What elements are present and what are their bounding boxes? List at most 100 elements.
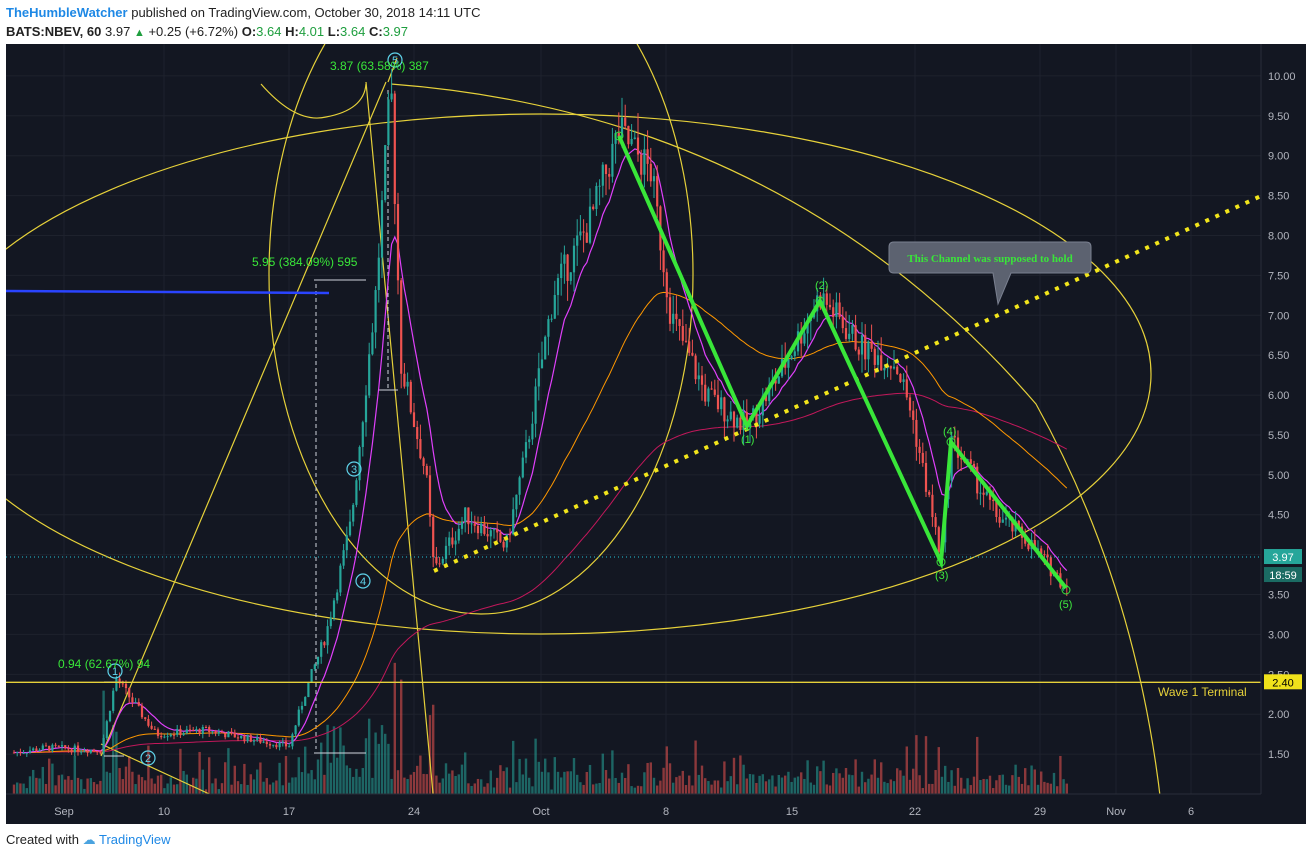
price-chart[interactable]: (1) (2) (3) (4) (5) 1 2 3 4 5 3.87 (63.5… <box>6 44 1306 824</box>
volume-bar <box>185 774 188 794</box>
wave-point-1 <box>742 421 752 431</box>
candle-body <box>867 341 870 360</box>
candle-body <box>860 335 864 355</box>
volume-bar <box>1065 783 1068 794</box>
volume-bar <box>867 778 870 794</box>
price-tick-label: 3.50 <box>1268 590 1289 602</box>
tradingview-logo-icon: ☁ <box>82 832 96 847</box>
blue-resistance-line[interactable] <box>6 289 330 295</box>
impulse-circle-2 <box>140 750 156 766</box>
candle-body <box>153 728 156 730</box>
candle-body <box>451 537 454 545</box>
author-name[interactable]: TheHumbleWatcher <box>6 5 128 20</box>
high-value: 4.01 <box>298 24 325 39</box>
candle-body <box>889 365 892 369</box>
price-axis[interactable] <box>1261 44 1306 794</box>
volume-bar <box>556 771 560 794</box>
volume-bar <box>412 772 416 794</box>
volume-bar <box>889 779 892 794</box>
volume-bar <box>486 783 489 794</box>
open-label: O: <box>241 24 257 39</box>
candle-body <box>361 422 364 447</box>
volume-bar <box>838 773 841 794</box>
volume-bar <box>988 775 992 794</box>
candle-body <box>16 751 19 753</box>
candle-body <box>841 317 844 329</box>
candle-body <box>208 727 211 732</box>
price-tick-label: 5.50 <box>1268 430 1289 442</box>
candle-body <box>745 412 748 428</box>
candle-body <box>1001 519 1004 523</box>
plot-area[interactable] <box>6 44 1261 794</box>
price-tick-label: 2.00 <box>1268 709 1289 721</box>
tradingview-link[interactable]: TradingView <box>99 832 171 847</box>
volume-bar <box>457 774 460 794</box>
candle-body <box>934 517 937 528</box>
candle-body <box>563 254 566 264</box>
candle-body <box>915 419 918 447</box>
volume-bar <box>806 760 809 794</box>
candle-body <box>310 669 313 682</box>
volume-bar <box>784 775 787 794</box>
volume-bar <box>566 771 569 794</box>
volume-bar <box>214 778 217 794</box>
candle-body <box>147 718 150 726</box>
volume-bar <box>220 783 224 794</box>
volume-bar <box>947 781 950 794</box>
volume-bar <box>752 774 755 794</box>
candle-body <box>518 477 521 495</box>
volume-bar <box>121 779 124 794</box>
candle-body <box>316 656 320 665</box>
volume-bar <box>1004 784 1008 794</box>
created-with-text: Created with <box>6 832 79 847</box>
candle-body <box>582 231 585 233</box>
candle-body <box>1046 554 1049 558</box>
candle-body <box>400 280 403 374</box>
volume-bar <box>880 762 883 794</box>
elliott-wave-lines[interactable] <box>617 135 1068 590</box>
price-tick-label: 6.50 <box>1268 350 1289 362</box>
volume-bar <box>1052 772 1056 794</box>
candle-body <box>764 395 768 402</box>
candle-body <box>726 419 729 422</box>
candle-body <box>672 313 675 324</box>
time-axis[interactable] <box>6 794 1306 824</box>
volume-bar <box>108 772 112 794</box>
candle-body <box>691 352 694 356</box>
candle-body <box>995 501 998 517</box>
candle-body <box>553 295 556 319</box>
candle-body <box>992 499 995 502</box>
candle-body <box>246 735 249 742</box>
volume-bar <box>246 784 249 794</box>
wave-point-4 <box>946 437 956 447</box>
impulse-label-4: 4 <box>360 576 366 588</box>
price-tick-label: 9.50 <box>1268 111 1289 123</box>
volume-bar <box>470 785 473 794</box>
volume-bar <box>876 777 880 794</box>
channel-line[interactable] <box>433 194 1262 573</box>
up-triangle-icon: ▲ <box>133 27 145 39</box>
volume-bar <box>492 787 496 794</box>
candle-body <box>464 507 467 522</box>
candle-body <box>758 415 761 424</box>
candle-body <box>870 341 873 349</box>
candle-body <box>905 379 908 398</box>
candle-body <box>70 749 73 753</box>
volume-bar <box>268 784 272 794</box>
volume-bar <box>1033 769 1036 794</box>
volume-bar <box>128 756 131 794</box>
volume-bar <box>704 778 707 794</box>
candle-body <box>384 145 387 201</box>
volume-bar <box>262 781 265 794</box>
fib-trend-line-tip <box>387 57 398 83</box>
callout[interactable]: This Channel was supposed to hold <box>888 241 1092 306</box>
candle-body <box>476 525 480 534</box>
volume-bar <box>502 771 505 794</box>
symbol-label[interactable]: BATS:NBEV, 60 <box>6 24 102 39</box>
candle-body <box>19 751 22 754</box>
candle-body <box>892 366 896 369</box>
volume-bar <box>278 762 281 794</box>
volume-bar <box>307 773 310 794</box>
candle-body <box>592 206 595 210</box>
candle-body <box>307 681 310 698</box>
